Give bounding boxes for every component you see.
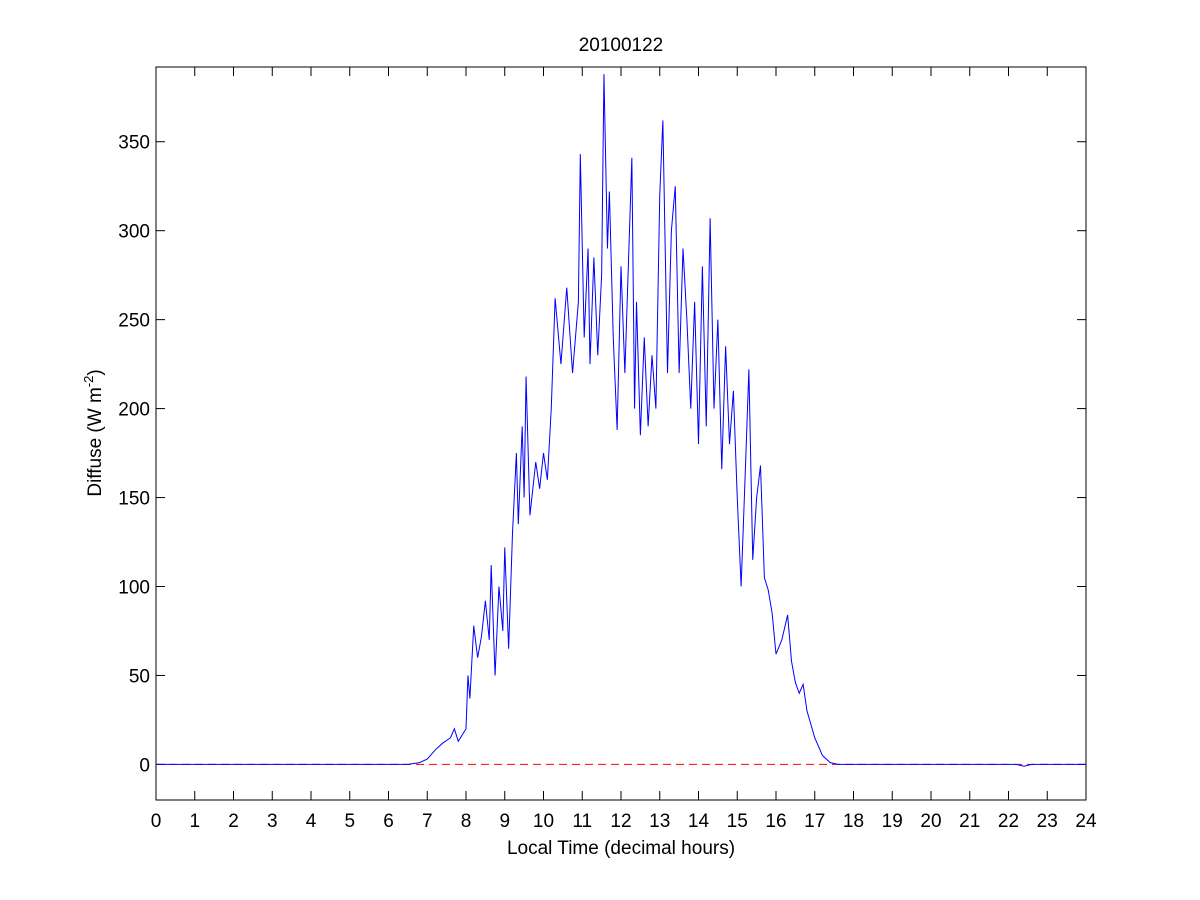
y-tick-label: 200 [118, 400, 150, 421]
x-tick-label: 10 [533, 811, 554, 832]
x-tick-label: 2 [228, 811, 239, 832]
y-axis-label-sup: -2 [81, 376, 96, 388]
data-line [156, 74, 1086, 767]
x-tick-label: 17 [804, 811, 825, 832]
y-tick-label: 350 [118, 133, 150, 154]
x-tick-label: 18 [843, 811, 864, 832]
y-tick-label: 0 [139, 755, 150, 776]
y-tick-label: 50 [129, 666, 150, 687]
y-axis-label: Diffuse (W m-2) [81, 369, 106, 496]
chart-title: 20100122 [579, 35, 664, 56]
x-tick-label: 5 [344, 811, 355, 832]
x-tick-label: 3 [267, 811, 278, 832]
x-tick-label: 7 [422, 811, 433, 832]
x-tick-label: 14 [688, 811, 710, 832]
x-tick-label: 16 [765, 811, 786, 832]
x-axis-label: Local Time (decimal hours) [507, 838, 735, 859]
x-tick-label: 0 [151, 811, 162, 832]
x-tick-label: 19 [882, 811, 903, 832]
y-axis-label-end: ) [85, 369, 106, 375]
x-tick-label: 6 [383, 811, 394, 832]
x-tick-label: 9 [499, 811, 510, 832]
y-tick-label: 150 [118, 489, 150, 510]
x-tick-label: 24 [1075, 811, 1097, 832]
x-tick-label: 13 [649, 811, 670, 832]
x-tick-label: 22 [998, 811, 1019, 832]
y-tick-label: 300 [118, 222, 150, 243]
y-tick-label: 250 [118, 311, 150, 332]
x-tick-label: 8 [461, 811, 472, 832]
x-tick-label: 21 [959, 811, 980, 832]
x-tick-label: 12 [610, 811, 631, 832]
plot-area [155, 66, 1087, 801]
x-tick-label: 23 [1037, 811, 1058, 832]
x-tick-label: 1 [189, 811, 200, 832]
x-tick-label: 15 [727, 811, 748, 832]
x-tick-label: 11 [572, 811, 592, 832]
y-tick-label: 100 [118, 578, 150, 599]
x-tick-label: 4 [306, 811, 317, 832]
x-tick-label: 20 [920, 811, 941, 832]
y-axis-label-main: Diffuse (W m [85, 387, 106, 496]
